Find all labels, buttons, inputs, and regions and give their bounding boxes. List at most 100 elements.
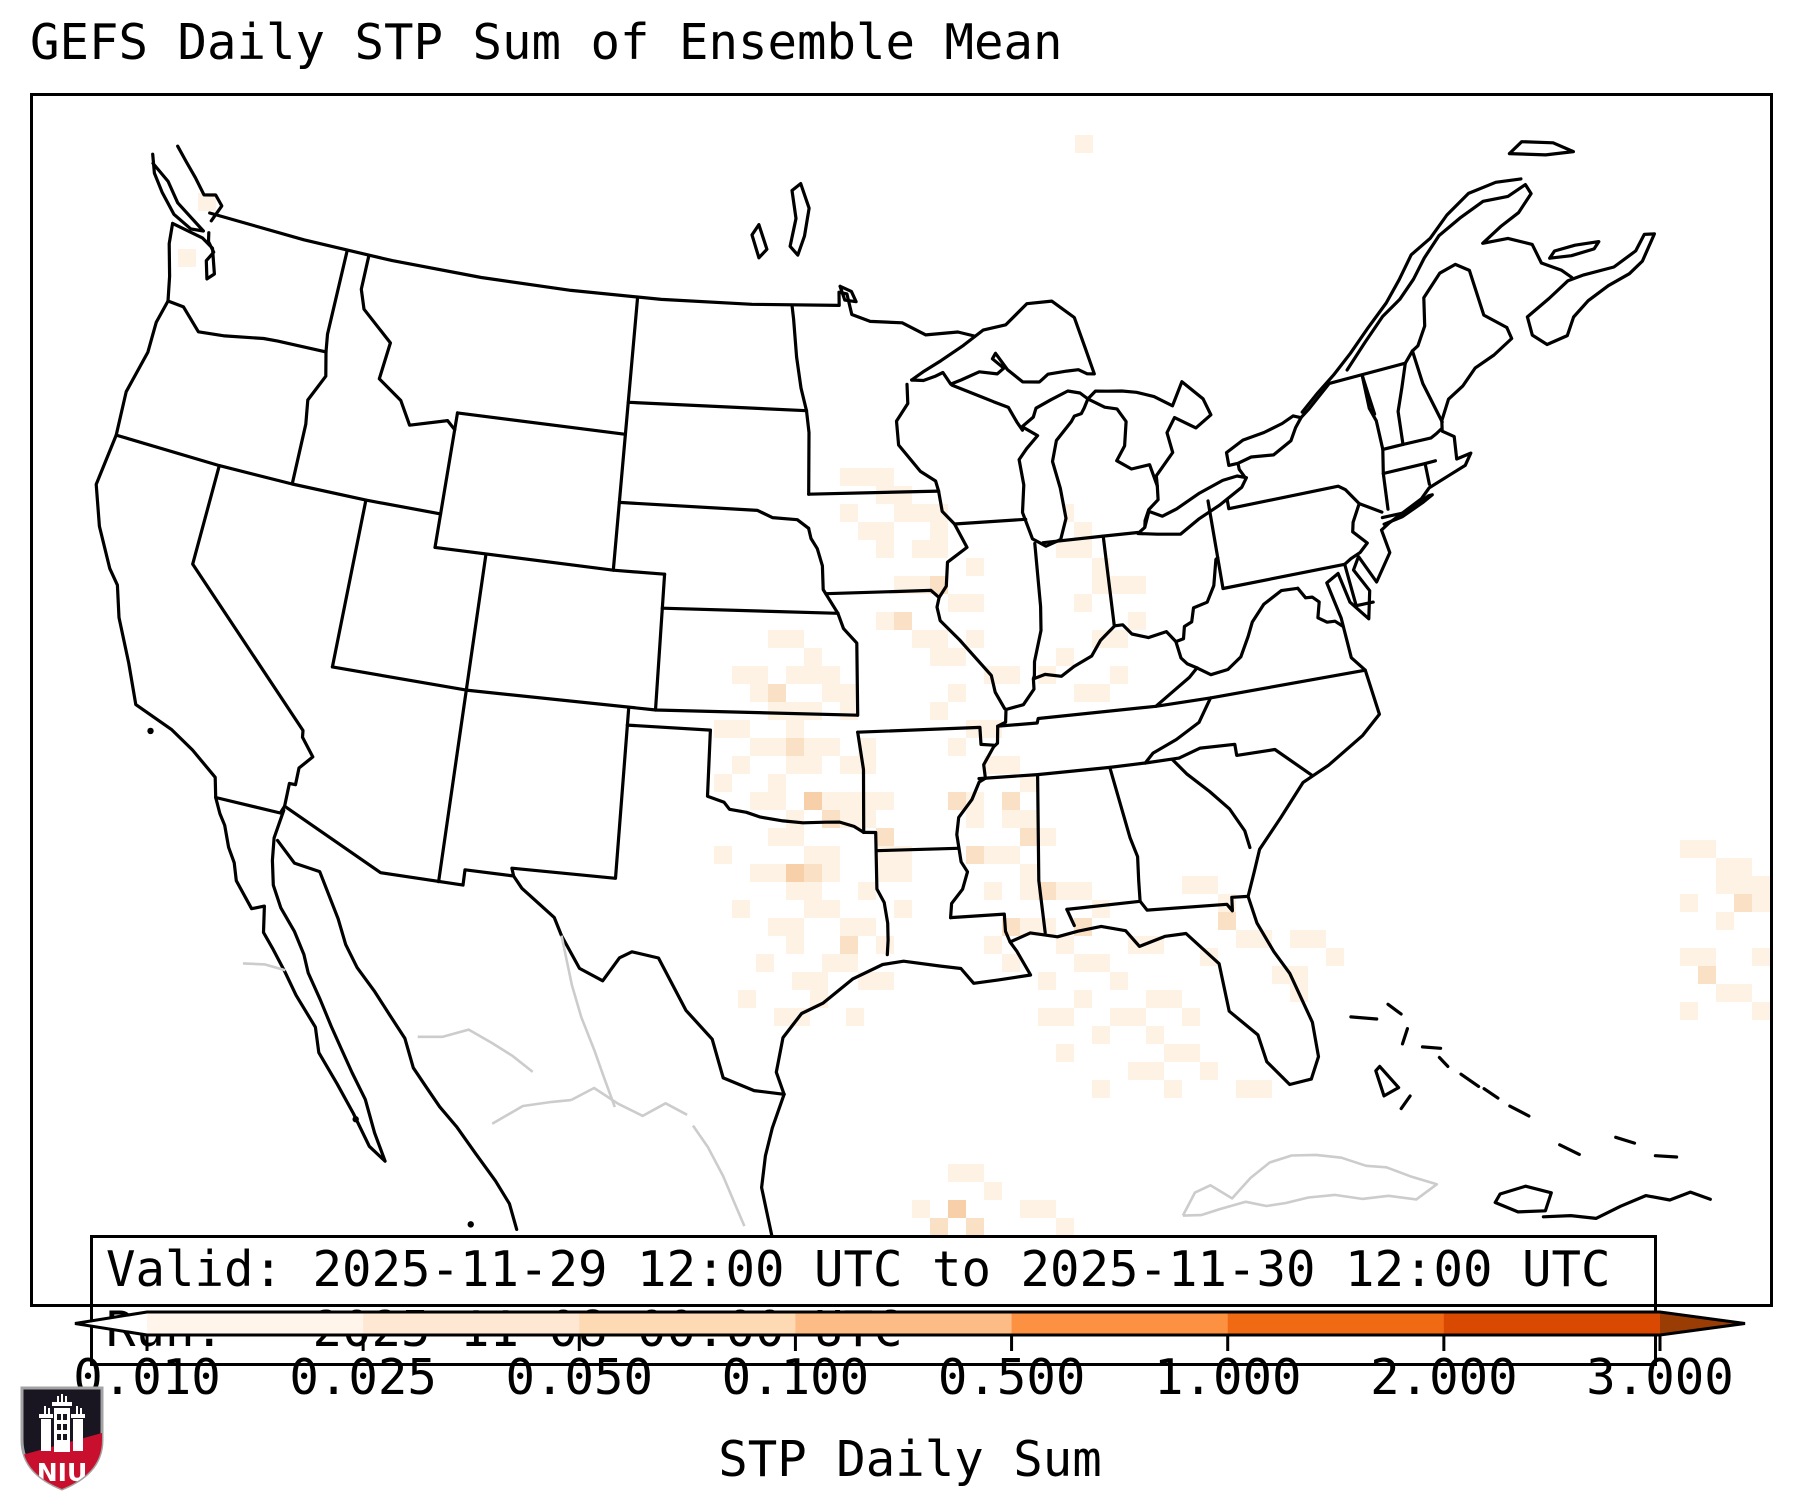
stp-shade-cell <box>768 774 786 792</box>
map-black-line <box>455 411 627 436</box>
stp-shade-cell <box>786 810 804 828</box>
stp-shade-cell <box>786 666 840 684</box>
stp-shade-cell <box>1074 990 1092 1008</box>
map-black-line <box>510 706 631 880</box>
map-black-line <box>1399 1094 1412 1111</box>
figure-title: GEFS Daily STP Sum of Ensemble Mean <box>30 14 1063 71</box>
map-black-line <box>1108 765 1142 903</box>
stp-shade-cell <box>822 810 840 828</box>
stp-shade-cell <box>1146 1026 1164 1044</box>
stp-shade-cell <box>804 792 822 810</box>
map-black-line <box>807 489 941 496</box>
colorbar-segment <box>363 1312 580 1335</box>
stp-shade-cell <box>1038 828 1056 846</box>
stp-shade-cell <box>840 504 858 522</box>
stp-shade-cell <box>876 540 894 558</box>
stp-shade-cell <box>912 1200 930 1218</box>
map-black-line <box>1349 1015 1379 1021</box>
stp-shade-cell <box>846 1008 864 1026</box>
map-black-line <box>1558 1143 1581 1156</box>
map-black-line <box>324 248 349 354</box>
stp-shade-cell <box>822 954 858 972</box>
stp-shade-cell <box>768 702 822 720</box>
map-black-line <box>1423 462 1431 486</box>
stp-shade-cell <box>804 738 840 756</box>
colorbar-segment <box>1227 1312 1445 1335</box>
stp-shade-cell <box>966 846 984 864</box>
stp-shade-cell <box>912 630 948 648</box>
stp-shade-cell <box>1074 954 1110 972</box>
colorbar-axis-label: STP Daily Sum <box>718 1431 1102 1488</box>
map-black-line <box>788 182 811 257</box>
stp-shade-cell <box>930 648 966 666</box>
stp-shade-cell <box>1002 954 1020 972</box>
stp-shade-cell <box>1056 540 1092 558</box>
map-black-line <box>1295 262 1509 424</box>
map-black-line <box>290 350 328 486</box>
stp-shade-cell <box>786 738 804 756</box>
map-black-line <box>151 152 205 233</box>
stp-shade-cell <box>1680 894 1698 912</box>
stp-shade-cell <box>1326 948 1344 966</box>
stp-shade-cell <box>840 702 858 720</box>
map-black-line <box>653 572 667 712</box>
map-black-line <box>660 606 840 615</box>
us-map <box>94 135 1773 1307</box>
map-black-line <box>790 303 809 413</box>
stp-shade-cell <box>876 828 894 846</box>
stp-shade-cell <box>966 1218 984 1236</box>
stp-shade-cell <box>1074 684 1110 702</box>
map-black-line <box>166 299 328 354</box>
stp-shade-cell <box>1716 984 1752 1002</box>
stp-shade-cell <box>894 612 912 630</box>
map-black-line <box>1482 1087 1500 1100</box>
map-black-line <box>1653 1154 1679 1159</box>
map-black-line <box>1381 427 1443 451</box>
stp-shade-cell <box>768 828 804 846</box>
stp-shade-cell <box>714 720 750 738</box>
stp-shade-cell <box>966 630 984 648</box>
stp-shade-cell <box>1074 594 1092 612</box>
stp-shade-cell <box>876 486 912 504</box>
stp-shade-cell <box>840 756 876 774</box>
map-black-line <box>330 498 368 669</box>
stp-shade-cell <box>966 792 984 828</box>
map-black-line <box>1493 1184 1553 1214</box>
map-black-line <box>1036 773 1047 935</box>
map-black-line <box>804 409 811 496</box>
map-black-line <box>910 299 1096 386</box>
stp-shade-cell <box>792 972 828 990</box>
stp-shade-cell <box>840 936 858 954</box>
map-black-line <box>1541 1190 1712 1220</box>
colorbar: 0.010 0.025 0.050 0.100 0.500 1.000 2.000 3.000… <box>73 1310 1746 1488</box>
stp-shade-cell <box>912 540 948 558</box>
map-black-line <box>617 500 811 530</box>
stp-shade-cell <box>1182 876 1218 894</box>
map-black-line <box>114 433 443 516</box>
stp-shade-cell <box>732 756 750 774</box>
map-black-line <box>437 553 488 884</box>
map-black-line <box>1195 586 1300 677</box>
stp-shade-cell <box>1128 612 1146 630</box>
stp-shade-cell <box>1092 1080 1110 1098</box>
map-black-line <box>1396 361 1407 447</box>
map-black-line <box>1507 140 1575 157</box>
stp-shade-cell <box>1200 1062 1218 1080</box>
map-black-line <box>275 838 519 1231</box>
colorbar-segment <box>1011 1312 1229 1335</box>
stp-shade-cell <box>894 900 912 918</box>
colorbar-tick-label: 0.500 <box>938 1349 1086 1406</box>
map-black-line <box>433 545 667 576</box>
stp-shade-cell <box>768 630 804 648</box>
stp-shade-cell <box>1680 840 1716 858</box>
map-black-line <box>950 383 1025 432</box>
map-black-line <box>1437 1055 1450 1068</box>
stp-shade-cell <box>966 558 984 576</box>
stp-shade-cell <box>1074 918 1092 936</box>
stp-shade-cell <box>804 648 822 666</box>
stp-shade-cell <box>1752 1002 1770 1020</box>
stp-shade-cell <box>1164 1044 1200 1062</box>
stp-shade-cell <box>1056 1218 1074 1236</box>
map-black-line <box>807 526 840 615</box>
stp-shade-cell <box>1146 990 1182 1008</box>
